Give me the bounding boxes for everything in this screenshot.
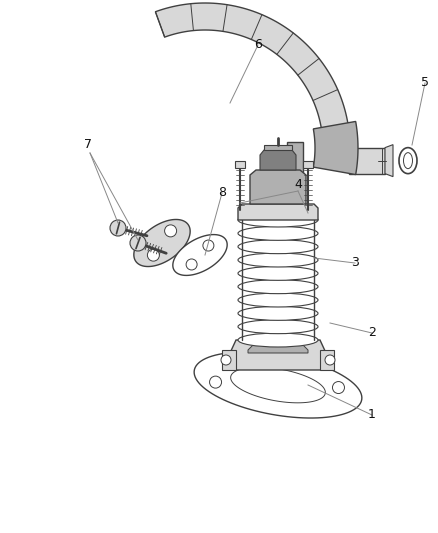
Polygon shape bbox=[238, 204, 318, 220]
Text: 1: 1 bbox=[368, 408, 376, 422]
Polygon shape bbox=[250, 170, 306, 204]
Polygon shape bbox=[313, 122, 358, 175]
Polygon shape bbox=[385, 144, 393, 176]
Text: 2: 2 bbox=[368, 327, 376, 340]
Ellipse shape bbox=[238, 320, 318, 334]
Circle shape bbox=[221, 355, 231, 365]
Bar bbox=[303, 161, 313, 168]
Ellipse shape bbox=[238, 280, 318, 294]
Text: 3: 3 bbox=[351, 256, 359, 270]
Polygon shape bbox=[248, 340, 308, 353]
Text: 6: 6 bbox=[254, 38, 262, 52]
Polygon shape bbox=[173, 235, 227, 276]
Polygon shape bbox=[226, 340, 330, 370]
Circle shape bbox=[332, 382, 344, 393]
Text: 7: 7 bbox=[84, 139, 92, 151]
Polygon shape bbox=[194, 352, 362, 418]
Circle shape bbox=[110, 220, 126, 236]
Circle shape bbox=[209, 376, 222, 388]
Ellipse shape bbox=[403, 152, 413, 168]
Circle shape bbox=[186, 259, 197, 270]
Polygon shape bbox=[222, 350, 236, 370]
Ellipse shape bbox=[238, 306, 318, 320]
Polygon shape bbox=[287, 142, 303, 180]
Polygon shape bbox=[134, 220, 190, 266]
Polygon shape bbox=[350, 148, 385, 174]
Polygon shape bbox=[264, 145, 292, 150]
Polygon shape bbox=[260, 150, 296, 170]
Text: 4: 4 bbox=[294, 179, 302, 191]
Circle shape bbox=[130, 235, 146, 251]
Polygon shape bbox=[155, 3, 350, 160]
Text: 5: 5 bbox=[421, 77, 429, 90]
Ellipse shape bbox=[238, 293, 318, 307]
Circle shape bbox=[325, 355, 335, 365]
Ellipse shape bbox=[238, 333, 318, 347]
Bar bbox=[235, 161, 245, 168]
Ellipse shape bbox=[238, 266, 318, 280]
Polygon shape bbox=[320, 350, 334, 370]
Circle shape bbox=[148, 249, 159, 261]
Ellipse shape bbox=[399, 148, 417, 174]
Bar bbox=[242, 220, 314, 340]
Text: 8: 8 bbox=[218, 187, 226, 199]
Ellipse shape bbox=[238, 240, 318, 254]
Ellipse shape bbox=[238, 253, 318, 267]
Polygon shape bbox=[231, 367, 325, 403]
Circle shape bbox=[203, 240, 214, 251]
Ellipse shape bbox=[238, 213, 318, 227]
Ellipse shape bbox=[238, 227, 318, 240]
Circle shape bbox=[165, 225, 177, 237]
